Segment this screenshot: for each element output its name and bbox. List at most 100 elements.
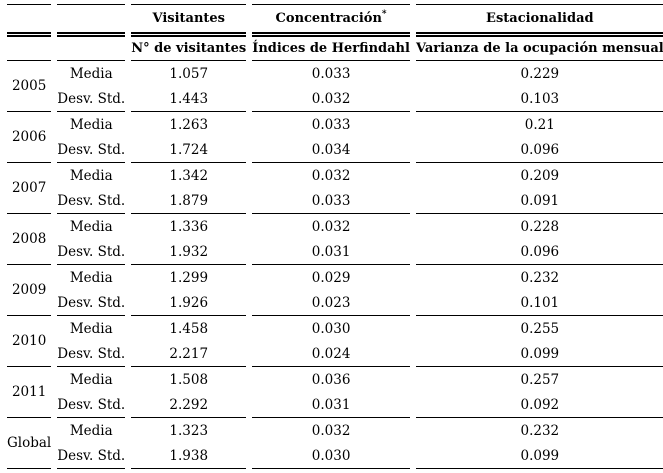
stat-label: Desv. Std. [57, 341, 126, 367]
visitantes-value: 1.342 [169, 167, 209, 184]
visitantes-value: 1.926 [131, 290, 247, 316]
table-row: 2009 Media 1.299 0.029 0.232 [7, 265, 663, 316]
herfindahl-value: 0.036 [311, 371, 351, 388]
year-label: 2007 [7, 163, 52, 214]
year-group-2008: 2008 Media 1.336 0.032 0.228 Desv. Std. … [7, 214, 663, 265]
visitantes-value: 1.299 [169, 269, 209, 286]
visitantes-value: 2.292 [131, 392, 247, 418]
herfindahl-value: 0.029 [311, 269, 351, 286]
visitantes-value: 1.443 [131, 86, 247, 112]
herfindahl-value: 0.033 [311, 65, 351, 82]
herfindahl-value: 0.032 [311, 422, 351, 439]
visitantes-value: 2.217 [131, 341, 247, 367]
stat-label: Media [69, 218, 113, 235]
stat-label: Desv. Std. [57, 86, 126, 112]
year-group-global: Global Media 1.323 0.032 0.232 Desv. Std… [7, 418, 663, 469]
visitantes-value: 1.932 [131, 239, 247, 265]
visitantes-value: 1.508 [169, 371, 209, 388]
visitantes-value: 1.263 [169, 116, 209, 133]
herfindahl-value: 0.033 [252, 188, 410, 214]
stat-label: Media [69, 167, 113, 184]
varianza-value: 0.091 [415, 188, 663, 214]
table-row: 2010 Media 1.458 0.030 0.255 [7, 316, 663, 367]
herfindahl-value: 0.030 [252, 443, 410, 469]
stat-label: Media [69, 65, 113, 82]
visitantes-value: 1.336 [169, 218, 209, 235]
visitantes-subheader: N° de visitantes [131, 37, 247, 61]
varianza-value: 0.255 [520, 320, 560, 337]
varianza-value: 0.101 [415, 290, 663, 316]
varianza-value: 0.209 [520, 167, 560, 184]
herfindahl-value: 0.032 [311, 167, 351, 184]
stat-label: Desv. Std. [57, 443, 126, 469]
varianza-value: 0.232 [520, 422, 560, 439]
visitantes-value: 1.057 [169, 65, 209, 82]
visitantes-value: 1.458 [169, 320, 209, 337]
year-column-header [7, 4, 52, 37]
concentracion-subheader: Índices de Herfindahl [252, 37, 410, 61]
group-header-row: Visitantes Concentración* Estacionalidad [7, 4, 663, 37]
herfindahl-value: 0.032 [252, 86, 410, 112]
varianza-value: 0.232 [520, 269, 560, 286]
footnote-asterisk: * [381, 9, 387, 20]
visitantes-value: 1.724 [131, 137, 247, 163]
stat-column-subheader [57, 37, 126, 61]
herfindahl-value: 0.034 [252, 137, 410, 163]
varianza-value: 0.092 [415, 392, 663, 418]
year-label: 2011 [7, 367, 52, 418]
year-column-subheader [7, 37, 52, 61]
estacionalidad-subheader: Varianza de la ocupación mensual [415, 37, 663, 61]
stat-label: Desv. Std. [57, 137, 126, 163]
year-label: Global [7, 418, 52, 469]
varianza-value: 0.257 [520, 371, 560, 388]
stat-column-header [57, 4, 126, 37]
herfindahl-value: 0.023 [252, 290, 410, 316]
visitantes-value: 1.879 [131, 188, 247, 214]
table-row: Desv. Std. 1.724 0.034 0.096 [7, 137, 663, 163]
table-row: Desv. Std. 2.292 0.031 0.092 [7, 392, 663, 418]
table-row: 2011 Media 1.508 0.036 0.257 [7, 367, 663, 418]
year-group-2011: 2011 Media 1.508 0.036 0.257 Desv. Std. … [7, 367, 663, 418]
year-label: 2009 [7, 265, 52, 316]
concentracion-group-header: Concentración* [252, 4, 410, 37]
table-row: Desv. Std. 1.879 0.033 0.091 [7, 188, 663, 214]
table-header: Visitantes Concentración* Estacionalidad… [7, 4, 663, 61]
stat-label: Media [69, 371, 113, 388]
table-row: Desv. Std. 2.217 0.024 0.099 [7, 341, 663, 367]
year-label: 2005 [7, 61, 52, 112]
year-group-2005: 2005 Media 1.057 0.033 0.229 Desv. Std. … [7, 61, 663, 112]
year-group-2007: 2007 Media 1.342 0.032 0.209 Desv. Std. … [7, 163, 663, 214]
sub-header-row: N° de visitantes Índices de Herfindahl V… [7, 37, 663, 61]
stat-label: Media [69, 422, 113, 439]
estacionalidad-group-header: Estacionalidad [415, 4, 663, 37]
varianza-value: 0.096 [415, 137, 663, 163]
stat-label: Media [69, 116, 113, 133]
varianza-value: 0.099 [415, 341, 663, 367]
varianza-value: 0.099 [415, 443, 663, 469]
stat-label: Desv. Std. [57, 188, 126, 214]
table-row: 2008 Media 1.336 0.032 0.228 [7, 214, 663, 265]
varianza-value: 0.229 [520, 65, 560, 82]
year-group-2010: 2010 Media 1.458 0.030 0.255 Desv. Std. … [7, 316, 663, 367]
stat-label: Desv. Std. [57, 239, 126, 265]
table-row: Desv. Std. 1.932 0.031 0.096 [7, 239, 663, 265]
stat-label: Media [69, 320, 113, 337]
table-row: 2007 Media 1.342 0.032 0.209 [7, 163, 663, 214]
herfindahl-value: 0.031 [252, 239, 410, 265]
table-row: 2006 Media 1.263 0.033 0.21 [7, 112, 663, 163]
year-label: 2010 [7, 316, 52, 367]
herfindahl-value: 0.031 [252, 392, 410, 418]
table-row: Desv. Std. 1.443 0.032 0.103 [7, 86, 663, 112]
year-group-2006: 2006 Media 1.263 0.033 0.21 Desv. Std. 1… [7, 112, 663, 163]
varianza-value: 0.096 [415, 239, 663, 265]
varianza-value: 0.103 [415, 86, 663, 112]
visitantes-group-header: Visitantes [131, 4, 247, 37]
varianza-value: 0.228 [520, 218, 560, 235]
stat-label: Desv. Std. [57, 392, 126, 418]
year-label: 2008 [7, 214, 52, 265]
herfindahl-value: 0.032 [311, 218, 351, 235]
visitantes-value: 1.938 [131, 443, 247, 469]
statistics-table: Visitantes Concentración* Estacionalidad… [1, 4, 663, 469]
table-row: Desv. Std. 1.926 0.023 0.101 [7, 290, 663, 316]
year-label: 2006 [7, 112, 52, 163]
